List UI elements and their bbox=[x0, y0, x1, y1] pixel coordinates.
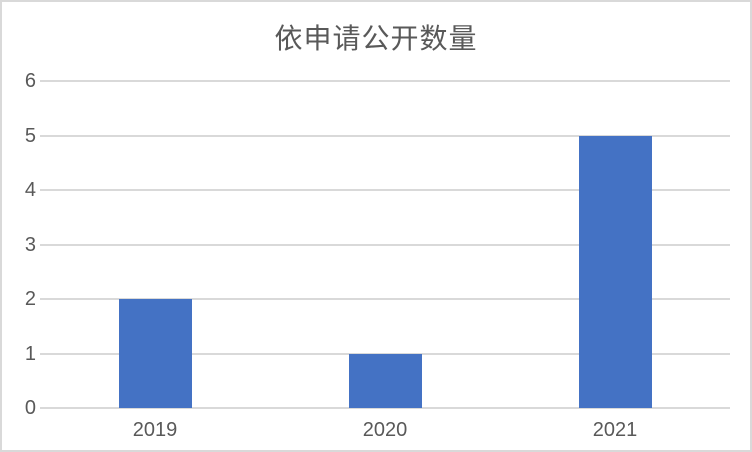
y-axis-tick-label: 2 bbox=[24, 288, 36, 310]
gridline bbox=[40, 298, 730, 300]
x-axis-tick-label: 2021 bbox=[592, 419, 638, 441]
y-axis-tick-label: 4 bbox=[24, 179, 36, 201]
y-axis-tick-label: 0 bbox=[24, 397, 36, 419]
x-axis-tick-label: 2019 bbox=[132, 419, 178, 441]
gridline bbox=[40, 243, 730, 246]
gridline bbox=[40, 189, 730, 191]
y-axis-tick-label: 6 bbox=[24, 70, 36, 92]
bar-2020 bbox=[348, 353, 422, 408]
gridline bbox=[40, 80, 730, 82]
y-axis-tick-label: 5 bbox=[24, 124, 36, 147]
y-axis-tick-label: 1 bbox=[24, 342, 36, 365]
gridline bbox=[40, 134, 730, 137]
bar-2021 bbox=[578, 135, 652, 408]
chart-title: 依申请公开数量 bbox=[274, 23, 478, 54]
x-axis-line bbox=[40, 407, 730, 409]
bar-2019 bbox=[118, 299, 192, 408]
x-axis-tick-label: 2020 bbox=[362, 419, 408, 441]
y-axis-tick-label: 3 bbox=[24, 233, 36, 256]
